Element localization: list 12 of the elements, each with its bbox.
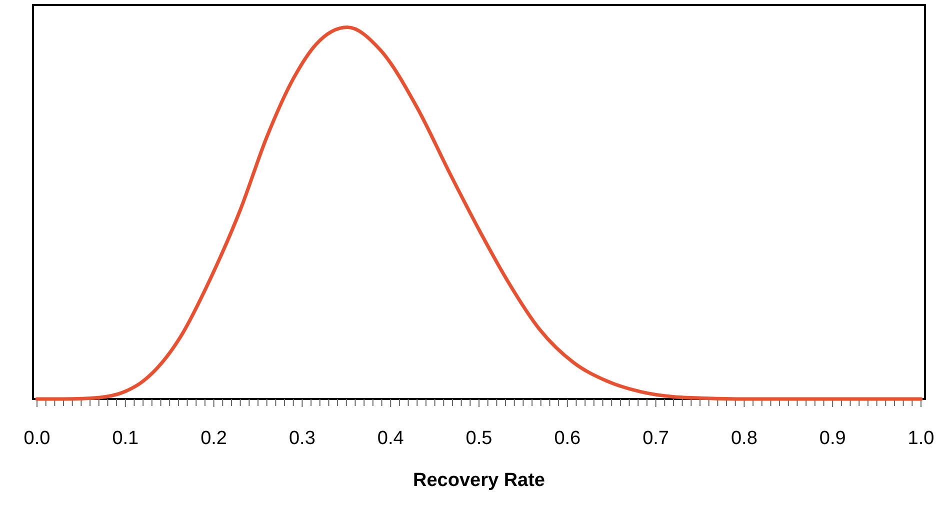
x-tick-label: 0.1 — [112, 428, 139, 449]
x-tick-label: 0.9 — [819, 428, 846, 449]
x-tick-label: 0.5 — [466, 428, 492, 449]
x-tick-label: 0.7 — [642, 428, 670, 449]
x-tick-label: 0.6 — [554, 428, 581, 449]
x-tick-label: 1.0 — [908, 428, 934, 449]
x-tick-label: 0.2 — [200, 428, 228, 449]
x-tick-label: 0.3 — [288, 428, 316, 449]
x-tick-label: 0.0 — [24, 428, 50, 449]
x-tick-label: 0.8 — [730, 428, 758, 449]
x-tick-label: 0.4 — [377, 428, 404, 449]
x-axis-title: Recovery Rate — [412, 470, 546, 491]
